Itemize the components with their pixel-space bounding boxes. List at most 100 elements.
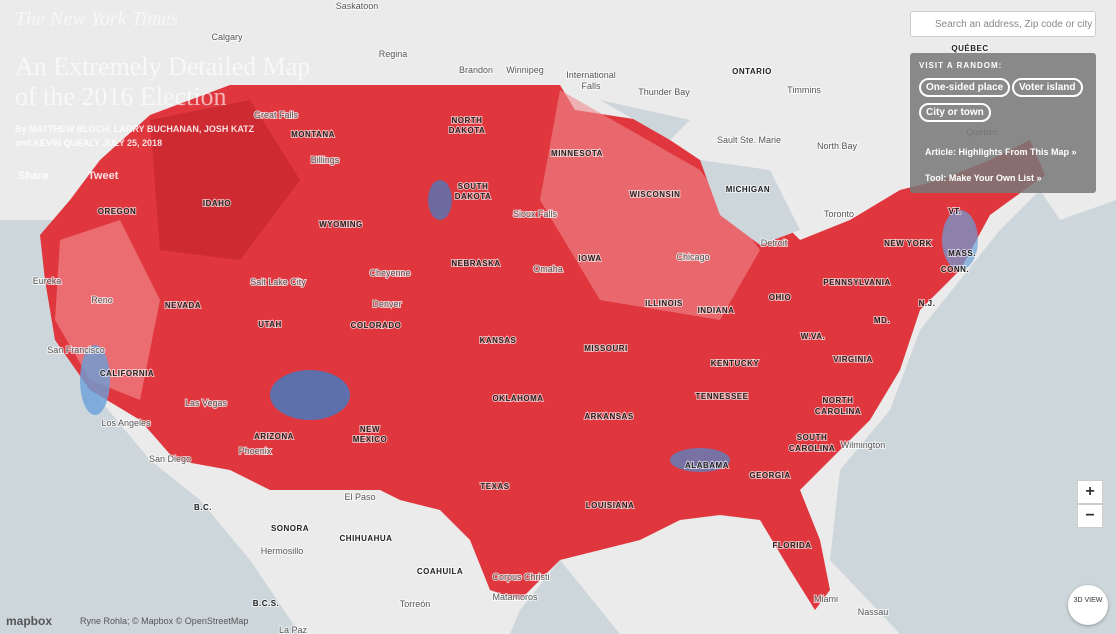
region-label: SOUTH bbox=[458, 182, 489, 191]
place-label: International bbox=[566, 70, 616, 80]
place-label: Chicago bbox=[676, 252, 709, 262]
title: An Extremely Detailed Map of the 2016 El… bbox=[15, 52, 311, 111]
zoom-in[interactable]: + bbox=[1077, 480, 1103, 504]
random-button[interactable]: One-sided place bbox=[919, 78, 1011, 97]
place-label: Saskatoon bbox=[336, 1, 379, 11]
place-label: Phoenix bbox=[239, 446, 272, 456]
place-label: Regina bbox=[379, 49, 408, 59]
mapbox-logo[interactable]: mapbox bbox=[6, 614, 53, 628]
region-label: FLORIDA bbox=[772, 541, 811, 550]
region-label: TEXAS bbox=[480, 482, 509, 491]
place-label: Detroit bbox=[761, 238, 788, 248]
place-label: Timmins bbox=[787, 85, 821, 95]
random-button[interactable]: City or town bbox=[919, 103, 991, 122]
region-label: PENNSYLVANIA bbox=[823, 278, 891, 287]
region-label: CAROLINA bbox=[789, 444, 835, 453]
place-label: Calgary bbox=[211, 32, 243, 42]
region-label: DAKOTA bbox=[455, 192, 492, 201]
place-label: Reno bbox=[91, 295, 113, 305]
region-label: LOUISIANA bbox=[586, 501, 635, 510]
place-label: Sioux Falls bbox=[513, 209, 558, 219]
region-label: IDAHO bbox=[203, 199, 231, 208]
region-label: MONTANA bbox=[291, 130, 335, 139]
blue-area bbox=[942, 210, 978, 270]
region-label: VT. bbox=[948, 207, 961, 216]
region-label: NEBRASKA bbox=[451, 259, 500, 268]
region-label: OREGON bbox=[98, 207, 137, 216]
place-label: Salt Lake City bbox=[250, 277, 306, 287]
panel-link[interactable]: Article: Highlights From This Map » bbox=[925, 147, 1077, 157]
place-label: Corpus Christi bbox=[492, 572, 549, 582]
region-label: KENTUCKY bbox=[711, 359, 760, 368]
region-label: B.C.S. bbox=[253, 599, 280, 608]
place-label: Nassau bbox=[858, 607, 889, 617]
region-label: WYOMING bbox=[319, 220, 363, 229]
tweet-button[interactable]: Tweet bbox=[88, 170, 119, 182]
region-label: OKLAHOMA bbox=[492, 394, 543, 403]
region-label: CHIHUAHUA bbox=[340, 534, 393, 543]
random-panel: VISIT A RANDOM: One-sided place Voter is… bbox=[910, 53, 1096, 193]
search-input[interactable]: Search an address, Zip code or city bbox=[910, 11, 1096, 37]
region-label: ONTARIO bbox=[732, 67, 772, 76]
region-label: NORTH bbox=[452, 116, 483, 125]
share-button[interactable]: Share bbox=[18, 170, 49, 182]
place-label: Cheyenne bbox=[369, 268, 410, 278]
logo[interactable]: The New York Times bbox=[15, 8, 179, 30]
place-label: Wilmington bbox=[841, 440, 886, 450]
region-label: SOUTH bbox=[797, 433, 828, 442]
place-label: Toronto bbox=[824, 209, 854, 219]
region-label: W.VA. bbox=[801, 332, 826, 341]
region-label: CALIFORNIA bbox=[100, 369, 154, 378]
region-label: VIRGINIA bbox=[833, 355, 873, 364]
place-label: San Diego bbox=[149, 454, 191, 464]
place-label: San Francisco bbox=[47, 345, 105, 355]
blue-area bbox=[670, 448, 730, 472]
region-label: DAKOTA bbox=[449, 126, 486, 135]
attribution: Ryne Rohla; © Mapbox © OpenStreetMap bbox=[80, 616, 249, 626]
region-label: QUÉBEC bbox=[951, 44, 988, 53]
region-label: SONORA bbox=[271, 524, 309, 533]
place-label: El Paso bbox=[344, 492, 375, 502]
random-button[interactable]: Voter island bbox=[1012, 78, 1083, 97]
place-label: Falls bbox=[581, 81, 601, 91]
place-label: Miami bbox=[814, 594, 838, 604]
region-label: NORTH bbox=[823, 396, 854, 405]
place-label: Torreón bbox=[400, 599, 431, 609]
place-label: Denver bbox=[372, 299, 401, 309]
region-label: MD. bbox=[874, 316, 890, 325]
region-label: KANSAS bbox=[480, 336, 517, 345]
place-label: Winnipeg bbox=[506, 65, 544, 75]
region-shade bbox=[150, 100, 300, 260]
place-label: Eureka bbox=[33, 276, 62, 286]
place-label: North Bay bbox=[817, 141, 858, 151]
blue-area bbox=[80, 345, 110, 415]
region-label: WISCONSIN bbox=[630, 190, 681, 199]
place-label: Matamoros bbox=[492, 592, 538, 602]
region-label: MICHIGAN bbox=[726, 185, 770, 194]
region-label: TENNESSEE bbox=[696, 392, 749, 401]
lake-superior bbox=[600, 100, 690, 140]
place-label: Sault Ste. Marie bbox=[717, 135, 781, 145]
region-label: ARKANSAS bbox=[584, 412, 634, 421]
region-shade bbox=[540, 90, 760, 320]
region-label: INDIANA bbox=[698, 306, 735, 315]
3d-view-button[interactable]: 3D VIEW bbox=[1068, 585, 1108, 625]
panel-link[interactable]: Tool: Make Your Own List » bbox=[925, 173, 1042, 183]
zoom-out[interactable]: − bbox=[1077, 504, 1103, 528]
region-label: NEW bbox=[360, 425, 380, 434]
region-label: MINNESOTA bbox=[551, 149, 603, 158]
great-lakes bbox=[700, 160, 800, 245]
region-label: ALABAMA bbox=[685, 461, 729, 470]
region-label: ILLINOIS bbox=[645, 299, 683, 308]
panel-heading: VISIT A RANDOM: bbox=[919, 61, 1003, 70]
place-label: Omaha bbox=[533, 264, 563, 274]
region-label: NEW YORK bbox=[884, 239, 932, 248]
blue-area bbox=[428, 180, 452, 220]
region-label: UTAH bbox=[258, 320, 282, 329]
region-label: MISSOURI bbox=[584, 344, 628, 353]
region-label: B.C. bbox=[194, 503, 212, 512]
us-counties bbox=[40, 85, 1045, 610]
place-label: Great Falls bbox=[254, 110, 299, 120]
